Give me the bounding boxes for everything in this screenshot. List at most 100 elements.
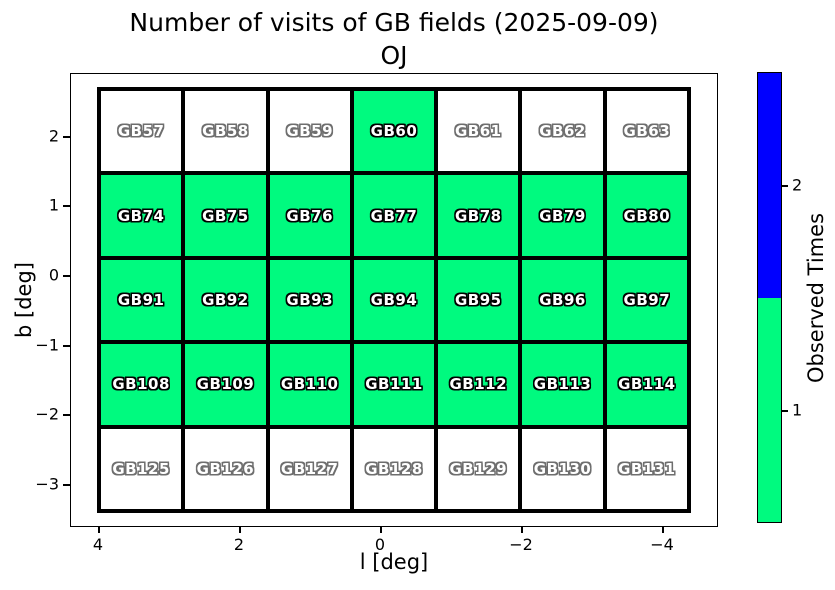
- field-label: GB94: [370, 290, 418, 309]
- field-label: GB60: [370, 122, 418, 141]
- colorbar-segment-1: [758, 297, 781, 522]
- field-label: GB108: [112, 375, 170, 394]
- grid-cell-gb111: GB111: [351, 342, 437, 427]
- field-label: GB91: [117, 290, 165, 309]
- x-tick-mark: [380, 527, 382, 533]
- field-label: GB131: [618, 459, 676, 478]
- x-tick-label: 0: [374, 535, 386, 554]
- field-label: GB79: [539, 206, 586, 225]
- x-tick-label: 4: [92, 535, 104, 554]
- field-label: GB113: [533, 375, 592, 394]
- grid-cell-gb109: GB109: [183, 342, 268, 427]
- field-label: GB126: [196, 459, 255, 478]
- grid-cell-gb113: GB113: [520, 342, 605, 427]
- field-label: GB61: [454, 122, 502, 141]
- grid-cell-gb57: GB57: [99, 89, 184, 174]
- field-label: GB59: [286, 122, 334, 141]
- grid-cell-gb78: GB78: [436, 173, 521, 258]
- grid-cell-gb92: GB92: [183, 257, 268, 343]
- field-label: GB114: [618, 375, 676, 394]
- y-tick-mark: [63, 345, 70, 347]
- colorbar-tick-label: 1: [792, 400, 803, 420]
- field-label: GB110: [280, 375, 339, 394]
- x-tick-label: −2: [509, 535, 533, 554]
- y-tick-mark: [63, 205, 70, 207]
- colorbar-tick-label: 2: [792, 175, 803, 195]
- grid-cell-gb62: GB62: [520, 89, 605, 174]
- colorbar-tick-mark: [782, 185, 788, 187]
- grid-cell-gb94: GB94: [351, 257, 437, 343]
- x-tick-mark: [239, 527, 241, 533]
- grid-cell-gb75: GB75: [183, 173, 268, 258]
- y-tick-label: 0: [48, 265, 59, 285]
- x-tick-mark: [98, 527, 100, 533]
- grid-cell-gb58: GB58: [183, 89, 268, 174]
- field-label: GB58: [202, 122, 249, 141]
- grid-cell-gb96: GB96: [520, 257, 605, 343]
- field-label: GB93: [286, 290, 334, 309]
- grid-cell-gb61: GB61: [436, 89, 521, 174]
- field-label: GB75: [202, 206, 249, 225]
- field-label: GB77: [370, 206, 418, 225]
- field-label: GB80: [623, 206, 671, 225]
- colorbar-label: Observed Times: [804, 212, 828, 384]
- y-axis-label: b [deg]: [12, 262, 36, 338]
- field-label: GB78: [454, 206, 502, 225]
- x-tick-mark: [521, 527, 523, 533]
- field-label: GB76: [286, 206, 334, 225]
- chart-subtitle: OJ: [380, 41, 408, 70]
- y-tick-mark: [63, 275, 70, 277]
- field-label: GB95: [454, 290, 502, 309]
- grid-cell-gb127: GB127: [267, 426, 352, 511]
- x-tick-label: 2: [233, 535, 245, 554]
- grid-cell-gb129: GB129: [436, 426, 521, 511]
- grid-cell-gb114: GB114: [604, 342, 689, 427]
- grid-cell-gb130: GB130: [520, 426, 605, 511]
- grid-cell-gb79: GB79: [520, 173, 605, 258]
- y-tick-mark: [63, 414, 70, 416]
- field-label: GB125: [112, 459, 170, 478]
- field-label: GB97: [623, 290, 671, 309]
- grid-cell-gb131: GB131: [604, 426, 689, 511]
- field-grid: GB57 GB58 GB59 GB60 GB61 GB62 GB63 GB74 GB75 GB76…: [97, 87, 691, 513]
- grid-cell-gb125: GB125: [99, 426, 184, 511]
- grid-cell-gb126: GB126: [183, 426, 268, 511]
- colorbar-segment-2: [758, 73, 781, 298]
- grid-cell-gb91: GB91: [99, 257, 184, 343]
- field-label: GB129: [449, 459, 508, 478]
- y-tick-label: −3: [35, 474, 59, 494]
- grid-cell-gb108: GB108: [99, 342, 184, 427]
- grid-cell-gb80: GB80: [604, 173, 689, 258]
- field-label: GB130: [533, 459, 592, 478]
- field-label: GB127: [280, 459, 339, 478]
- grid-cell-gb60: GB60: [351, 89, 437, 174]
- y-tick-mark: [63, 484, 70, 486]
- field-label: GB92: [202, 290, 249, 309]
- field-label: GB62: [539, 122, 586, 141]
- field-label: GB96: [539, 290, 586, 309]
- grid-cell-gb77: GB77: [351, 173, 437, 258]
- field-label: GB57: [117, 122, 165, 141]
- plot-area: GB57 GB58 GB59 GB60 GB61 GB62 GB63 GB74 GB75 GB76…: [70, 73, 718, 527]
- grid-cell-gb63: GB63: [604, 89, 689, 174]
- field-label: GB74: [117, 206, 165, 225]
- grid-cell-gb112: GB112: [436, 342, 521, 427]
- grid-cell-gb74: GB74: [99, 173, 184, 258]
- grid-cell-gb95: GB95: [436, 257, 521, 343]
- field-label: GB112: [449, 375, 508, 394]
- x-tick-mark: [662, 527, 664, 533]
- grid-cell-gb76: GB76: [267, 173, 352, 258]
- grid-cell-gb59: GB59: [267, 89, 352, 174]
- colorbar-tick-mark: [782, 410, 788, 412]
- y-tick-label: −2: [35, 404, 59, 424]
- grid-cell-gb128: GB128: [351, 426, 437, 511]
- y-tick-label: 2: [48, 126, 59, 146]
- field-label: GB111: [365, 375, 423, 394]
- field-label: GB63: [623, 122, 671, 141]
- grid-cell-gb110: GB110: [267, 342, 352, 427]
- colorbar: [757, 72, 782, 523]
- chart-title: Number of visits of GB fields (2025-09-0…: [129, 8, 659, 37]
- y-tick-label: −1: [35, 335, 59, 355]
- y-tick-mark: [63, 136, 70, 138]
